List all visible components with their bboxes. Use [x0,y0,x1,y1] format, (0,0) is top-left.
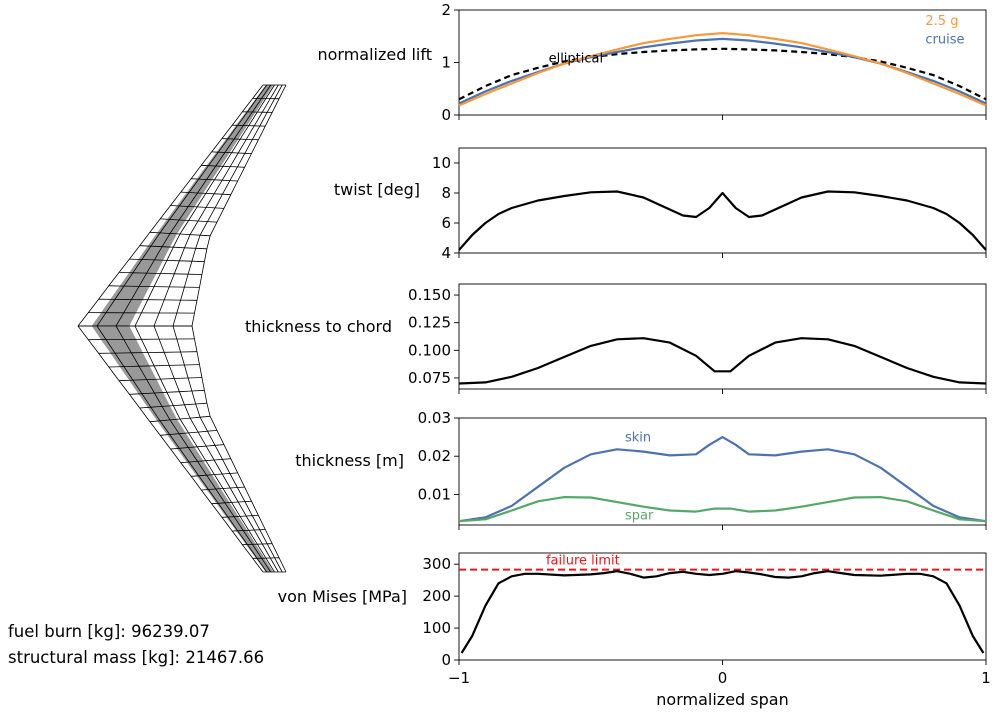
mesh-line [96,84,268,327]
wingbox-shading [91,85,274,326]
y-tick-label: 1 [441,54,451,72]
y-tick-label: 8 [441,184,451,202]
panel-2: 4 6 8 10 twist [deg] [334,147,987,262]
panel-3: 0.075 0.100 0.125 0.150 thickness to chord [245,283,987,394]
mesh-line [153,325,279,573]
series-annotation: elliptical [549,52,604,67]
mesh-line [134,84,275,327]
y-tick-label: 6 [441,214,451,232]
mesh-line [77,84,264,327]
y-axis-label: thickness [m] [295,451,404,470]
series-annotation: 2.5 g [925,14,958,29]
y-tick-label: 100 [422,619,451,637]
y-tick-label: 0.03 [418,409,451,427]
mesh-line [115,84,272,327]
y-axis-label: twist [deg] [334,180,420,199]
y-tick-label: 4 [441,244,451,262]
mesh-line [115,325,272,573]
chart-panels: 0 1 2 normalized lift elliptical cruise 2.5 g 4… [245,1,991,709]
panel-4: 0.01 0.02 0.03 thickness [m] skin spar [295,409,987,530]
axes-frame [458,283,987,390]
series-annotation: spar [625,508,654,523]
y-tick-label: 300 [422,555,451,573]
y-tick-label: 0.02 [418,447,451,465]
series-annotation: cruise [925,33,964,48]
y-tick-label: 2 [441,1,451,19]
wingbox-shading [91,326,274,572]
series-line-1 [458,190,987,251]
axes-frame [458,9,987,116]
mesh-line [153,84,279,327]
y-tick-label: 0.150 [408,286,451,304]
y-tick-label: 0 [441,106,451,124]
y-tick-label: 10 [432,154,451,172]
panel-1: 0 1 2 normalized lift elliptical cruise 2.5 g [317,1,987,124]
series-annotation: skin [625,431,651,446]
mesh-line [77,325,264,573]
series-line-2-5-g [458,31,987,107]
mesh-line [191,325,287,573]
x-axis-label: normalized span [656,690,788,709]
y-tick-label: 0.01 [418,485,451,503]
mesh-line [172,325,283,573]
structural-mass-readout: structural mass [kg]: 21467.66 [8,648,265,667]
series-line-1 [460,570,985,654]
x-tick-label: 1 [981,669,991,687]
y-axis-label: normalized lift [317,45,432,64]
mesh-line [172,84,283,327]
y-tick-label: 0.075 [408,369,451,387]
fuel-burn-readout: fuel burn [kg]: 96239.07 [8,622,210,641]
wing-mesh-diagram [77,84,287,573]
y-tick-label: 0 [441,651,451,669]
series-line-1 [458,337,987,385]
series-line-elliptical [458,47,987,101]
y-axis-label: thickness to chord [245,317,392,336]
mesh-line [96,325,268,573]
mesh-line [191,84,287,327]
x-tick-label: 0 [718,669,728,687]
y-tick-label: 200 [422,587,451,605]
x-tick-label: −1 [448,669,470,687]
series-line-skin [458,436,987,523]
y-tick-label: 0.100 [408,341,451,359]
series-line-spar [458,496,987,523]
mesh-line [134,325,275,573]
failure-limit-label: failure limit [546,554,620,569]
y-axis-label: von Mises [MPa] [278,587,407,606]
y-tick-label: 0.125 [408,314,451,332]
